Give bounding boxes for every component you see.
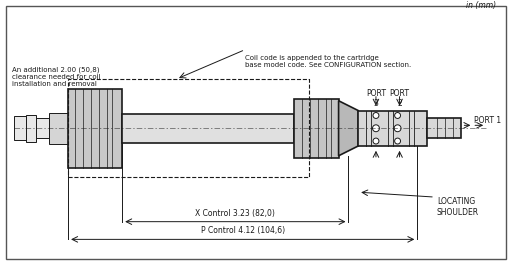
Bar [68, 89, 122, 168]
Text: LOCATING
SHOULDER: LOCATING SHOULDER [437, 197, 479, 217]
Bar [358, 111, 427, 146]
Text: An additional 2.00 (50,8)
clearance needed for coil
installation and removal: An additional 2.00 (50,8) clearance need… [12, 66, 101, 87]
Bar [294, 99, 338, 158]
Bar [122, 114, 294, 143]
Bar [68, 79, 309, 177]
Bar [427, 118, 461, 138]
Text: Coil code is appended to the cartridge
base model code. See CONFIGURATION sectio: Coil code is appended to the cartridge b… [245, 55, 412, 68]
Polygon shape [338, 101, 358, 156]
Circle shape [395, 138, 400, 144]
Bar [26, 115, 36, 142]
Bar [14, 116, 26, 140]
Circle shape [395, 112, 400, 118]
Circle shape [373, 112, 379, 118]
Circle shape [373, 138, 379, 144]
Text: X Control 3.23 (82,0): X Control 3.23 (82,0) [196, 209, 275, 218]
Circle shape [394, 125, 401, 132]
Text: PORT
3: PORT 3 [366, 89, 386, 108]
Text: PORT
2: PORT 2 [390, 89, 410, 108]
Text: PORT 1: PORT 1 [474, 116, 501, 125]
Text: P Control 4.12 (104,6): P Control 4.12 (104,6) [201, 227, 285, 235]
Circle shape [373, 125, 379, 132]
Bar [36, 118, 49, 138]
Text: in (mm): in (mm) [466, 1, 496, 10]
Bar [49, 112, 68, 144]
